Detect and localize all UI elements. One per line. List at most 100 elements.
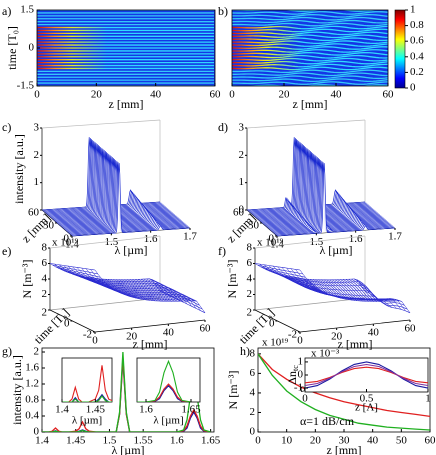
colorbar-tick-label: 0.2 [410,66,424,78]
y-axis-label: N [m⁻³] [226,371,240,410]
x-tick-label: 1.5 [103,435,117,447]
x-tick-label: 1.6 [144,233,158,245]
spectrum-trace [274,161,393,235]
series-line [42,359,211,432]
z-tick-label: 2 [42,288,48,300]
x-tick-label: 1.6 [170,435,184,447]
panel-label: e) [2,244,11,258]
x-tick-label: 1.7 [388,231,402,243]
colorbar-tick-label: 0.8 [410,19,424,31]
heatmap-stripe [232,31,388,36]
surface-line [268,265,379,300]
heatmap-stripe [232,40,388,45]
surface-line [254,263,366,292]
z-tick-label: 4 [247,273,253,285]
series-line [258,353,430,418]
heatmap-stripe [232,46,388,50]
surface-line [49,263,161,291]
spectrum-trace [267,155,386,229]
panel-label: d) [218,120,228,134]
x-tick-label: 0 [92,335,98,347]
colorbar-tick-label: 1 [410,4,416,16]
plot-frame [41,347,215,433]
inset-x-label: λ [µm] [153,415,183,427]
spectrum-trace [275,162,394,236]
x-tick-label: 1.6 [349,233,363,245]
x-tick-label: 40 [331,89,343,101]
heatmap-stripe [232,60,388,65]
plot [258,353,430,431]
plot-frame [231,9,389,87]
x-tick-label: 1.5 [309,236,323,248]
heatmap-stripe [232,52,388,56]
x-tick-label: 1.5 [104,236,118,248]
y-tick-label: 0.8 [25,394,39,406]
z-axis-label: N [m⁻³] [225,260,239,299]
panel-label: h) [240,344,250,358]
panel-label: g) [2,344,12,358]
y-tick-label: 2 [34,346,40,358]
series-line [137,384,192,402]
heatmap-stripe [232,75,388,80]
back-edge [41,119,161,129]
panel-label: a) [2,4,11,18]
heatmap-stripe [232,25,388,30]
y-tick-label: -2 [288,329,297,341]
y-tick-label: 1.6 [25,362,39,374]
y-tick-label: 60 [233,207,245,219]
heatmap-stripe [232,34,388,39]
surface-line [85,268,197,309]
heatmap [232,10,388,86]
x-tick-label: 60 [383,89,395,101]
inset-plot [305,361,428,389]
x-tick-label: 1.45 [66,435,86,447]
inset-y-label: Δntc [285,365,300,385]
y-tick-label: 0 [250,426,256,438]
y-tick-label: 4 [250,386,256,398]
inset-y-tick-label: -1 [294,382,303,394]
spectrum-trace [63,156,182,230]
y-axis-label: time [T₀] [5,26,19,70]
spectrum-trace [68,160,187,234]
spectrum-trace [72,163,190,237]
inset-y-tick-label: 1 [298,355,304,367]
z-tick-label: 2 [239,149,245,161]
colorbar-tick-label: 0 [410,82,416,94]
x-tick-label: 1.4 [65,239,79,251]
scale-label: x 10¹⁹ [262,337,289,349]
heatmap-stripe [232,19,388,24]
series-line [137,359,192,402]
y-tick-label: 0 [269,233,275,245]
inset-y-label-main: Δn [285,371,299,385]
x-tick-label: 60 [425,435,436,447]
heatmap-stripe [232,43,388,47]
x-tick-label: 40 [150,89,162,101]
x-tick-label: 0 [229,89,235,101]
inset-x-tick-label: 1.6 [139,404,153,416]
x-tick-label: 40 [367,435,379,447]
heatmap-stripe [232,28,388,33]
back-edge [254,297,366,311]
spectrum-trace [67,159,186,233]
panel-label: c) [2,120,11,134]
surface-line [94,269,206,313]
y-tick-label: 2 [42,307,48,319]
z-tick-label: 2 [34,149,40,161]
heatmap [37,10,215,86]
x-tick-label: 40 [368,327,380,339]
series-line [258,353,430,431]
inset-scale: x 10⁻³ [311,348,340,360]
z-tick-label: 6 [247,257,253,269]
series-line [305,361,428,389]
spectrum-trace [66,158,185,232]
panel-label: b) [218,4,228,18]
y-tick-label: 1.5 [20,4,34,16]
surface-line [259,263,370,294]
x-tick-label: 60 [200,323,212,335]
heatmap-stripe [232,22,388,27]
y-tick-label: 2 [250,406,256,418]
x-tick-label: 10 [281,435,293,447]
surface-line [263,264,375,297]
x-tick-label: 20 [310,435,322,447]
colorbar-tick-label: 0.6 [410,35,424,47]
